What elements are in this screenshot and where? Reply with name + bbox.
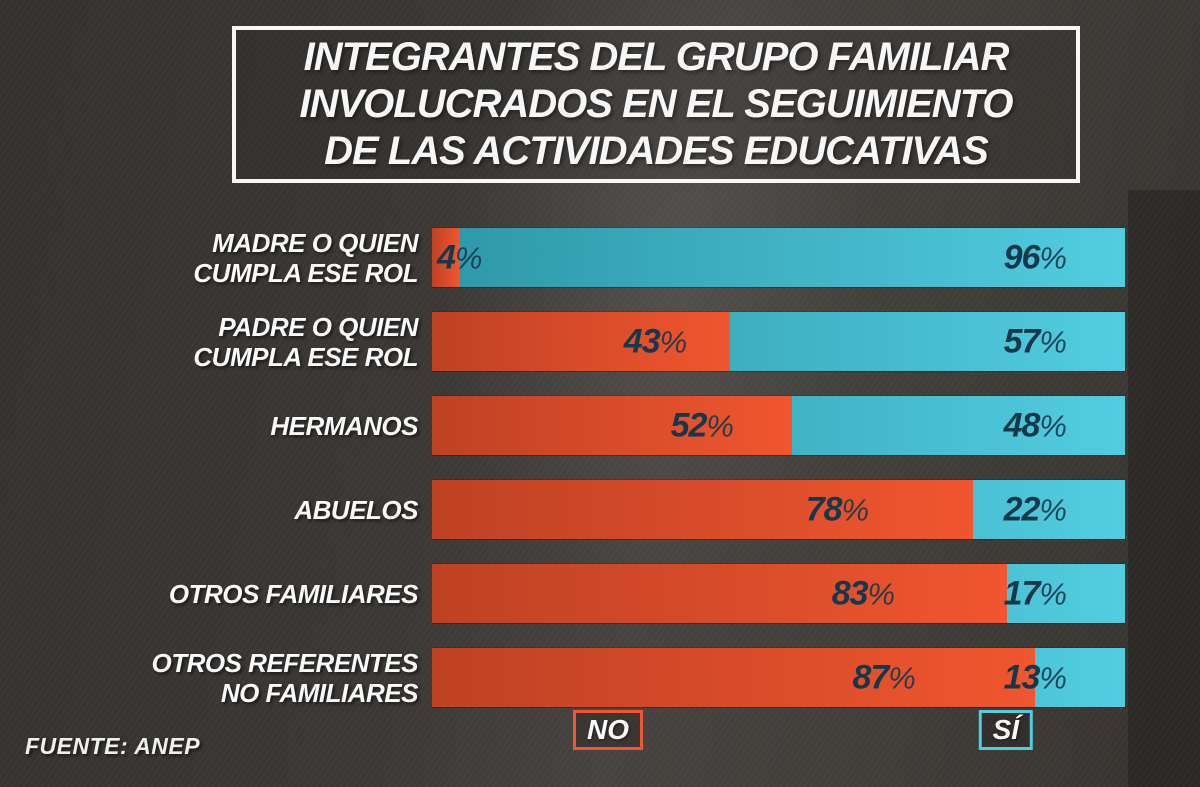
value-label-si: 48% bbox=[1003, 406, 1067, 444]
legend-chip-si: SÍ bbox=[978, 710, 1034, 750]
chart-row: OTROS FAMILIARES 83% 17% bbox=[0, 564, 1200, 623]
bar-segment-si: 4% 96% bbox=[432, 228, 1125, 287]
value-label-no: 43% bbox=[623, 322, 688, 360]
bar-segment-no bbox=[432, 228, 460, 287]
bar-segment-si: 52% 48% bbox=[432, 396, 1125, 455]
bar-segment-no bbox=[432, 564, 1008, 623]
value-label-si: 96% bbox=[1003, 238, 1067, 276]
chart-title-box: INTEGRANTES DEL GRUPO FAMILIAR INVOLUCRA… bbox=[232, 26, 1080, 183]
bar-segment-no bbox=[432, 396, 793, 455]
category-label: HERMANOS bbox=[270, 410, 418, 441]
value-label-si: 57% bbox=[1003, 322, 1067, 360]
chart-legend: NO SÍ bbox=[432, 710, 1125, 752]
bar-segment-no bbox=[432, 648, 1035, 707]
bar-segment-si: 78% 22% bbox=[432, 480, 1125, 539]
category-label: MADRE O QUIEN CUMPLA ESE ROL bbox=[193, 227, 418, 288]
value-label-no: 83% bbox=[831, 574, 896, 612]
chart-row: PADRE O QUIEN CUMPLA ESE ROL 43% 57% bbox=[0, 311, 1200, 372]
chart-title-line-3: DE LAS ACTIVIDADES EDUCATIVAS bbox=[324, 129, 989, 173]
bar-segment-si: 83% 17% bbox=[432, 564, 1125, 623]
chart-row: ABUELOS 78% 22% bbox=[0, 480, 1200, 539]
chart-row: HERMANOS 52% 48% bbox=[0, 396, 1200, 455]
bar-segment-no bbox=[432, 312, 730, 371]
category-label: OTROS FAMILIARES bbox=[168, 578, 419, 609]
chart-row: MADRE O QUIEN CUMPLA ESE ROL 4% 96% bbox=[0, 227, 1200, 288]
category-label: PADRE O QUIEN CUMPLA ESE ROL bbox=[193, 311, 418, 372]
value-label-no: 4% bbox=[437, 238, 483, 276]
category-label: ABUELOS bbox=[294, 494, 418, 525]
source-attribution: FUENTE: ANEP bbox=[25, 733, 201, 759]
bar-segment-si: 43% 57% bbox=[432, 312, 1125, 371]
value-label-no: 87% bbox=[852, 658, 916, 696]
bar-segment-si: 87% 13% bbox=[432, 648, 1125, 707]
bar-segment-no bbox=[432, 480, 973, 539]
value-label-no: 78% bbox=[805, 490, 870, 528]
chart-title-line-1: INTEGRANTES DEL GRUPO FAMILIAR bbox=[303, 35, 1010, 79]
value-label-si: 22% bbox=[1003, 490, 1067, 528]
category-label: OTROS REFERENTES NO FAMILIARES bbox=[151, 647, 419, 708]
value-label-si: 13% bbox=[1003, 658, 1067, 696]
value-label-si: 17% bbox=[1003, 574, 1067, 612]
chart-title-line-2: INVOLUCRADOS EN EL SEGUIMIENTO bbox=[299, 82, 1013, 126]
chart-row: OTROS REFERENTES NO FAMILIARES 87% 13% bbox=[0, 647, 1200, 708]
stacked-bar-chart: MADRE O QUIEN CUMPLA ESE ROL 4% 96% PADRE O … bbox=[0, 228, 1200, 732]
legend-chip-no: NO bbox=[573, 710, 644, 750]
value-label-no: 52% bbox=[670, 406, 734, 444]
